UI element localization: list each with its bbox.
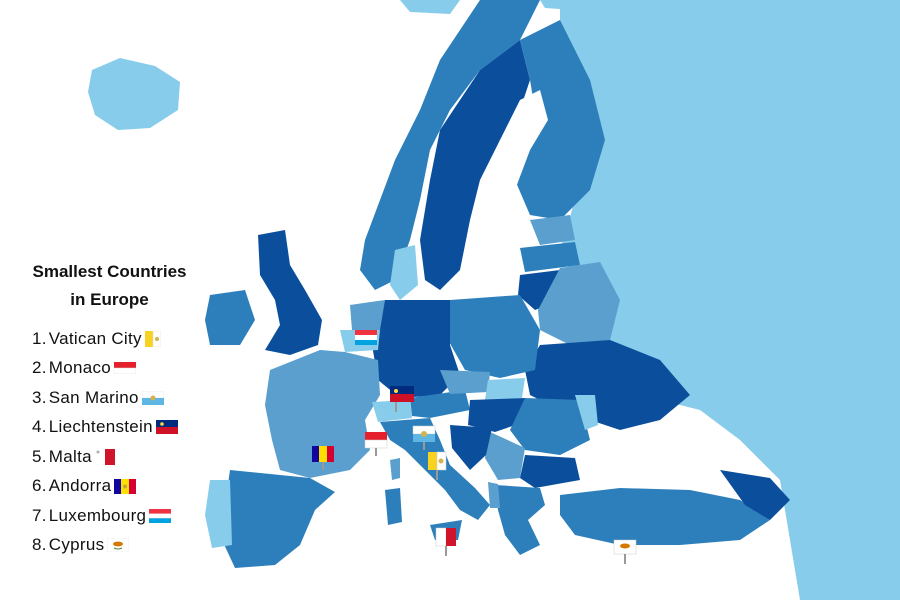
country-iceland (88, 58, 180, 130)
san-marino-flag-icon (141, 390, 164, 405)
legend-rank: 1. (32, 328, 47, 348)
legend-country: Monaco (48, 358, 112, 378)
country-netherlands (350, 300, 385, 330)
legend-item: 6. Andorra (32, 472, 207, 502)
vatican-flag-icon (144, 330, 161, 347)
monaco-flag-icon (114, 362, 137, 375)
map-flag-liechtenstein-icon (390, 386, 414, 412)
country-greece (495, 485, 545, 555)
legend-item: 7. Luxembourg (32, 501, 207, 531)
black-sea (590, 425, 720, 492)
legend-country: Luxembourg (48, 505, 147, 525)
map-flag-monaco-icon (364, 432, 388, 456)
legend-country: Liechtenstein (48, 417, 153, 437)
country-portugal (205, 480, 232, 548)
legend-rank: 6. (32, 476, 47, 496)
country-czechia (440, 370, 490, 394)
legend-country: Malta (48, 446, 92, 466)
arctic-island-2 (400, 0, 460, 14)
cyprus-flag-icon (107, 538, 130, 553)
map-flag-luxembourg-icon (355, 330, 377, 345)
liechtenstein-flag-icon (155, 420, 178, 435)
country-serbia (485, 432, 525, 480)
map-flag-vatican-icon (428, 451, 447, 480)
legend: Smallest Countries in Europe 1. Vatican … (12, 258, 207, 560)
legend-list: 1. Vatican City 2. Monaco 3. San Marino (12, 324, 207, 560)
country-poland (448, 295, 540, 378)
legend-country: Andorra (48, 476, 112, 496)
arctic-island-3 (540, 0, 580, 10)
country-ireland (205, 290, 255, 345)
malta-flag-icon (94, 448, 115, 465)
legend-country: Vatican City (48, 328, 142, 348)
country-denmark (390, 245, 418, 300)
legend-rank: 8. (32, 535, 47, 555)
legend-rank: 4. (32, 417, 47, 437)
legend-rank: 2. (32, 358, 47, 378)
map-flag-cyprus-icon (613, 539, 637, 564)
legend-rank: 7. (32, 505, 47, 525)
country-switzerland (372, 400, 412, 422)
country-spain (222, 470, 335, 568)
country-turkey (560, 488, 770, 545)
map-flag-andorra-icon (312, 446, 334, 470)
legend-item: 3. San Marino (32, 383, 207, 413)
country-latvia (520, 242, 580, 272)
legend-title: Smallest Countries in Europe (12, 258, 207, 314)
legend-country: San Marino (48, 387, 139, 407)
country-belarus (538, 262, 620, 345)
country-russia (560, 0, 900, 600)
country-romania (510, 398, 590, 455)
country-sweden (420, 40, 530, 290)
map-flag-san-marino-icon (412, 425, 436, 450)
country-moldova (575, 395, 598, 430)
legend-item: 5. Malta (32, 442, 207, 472)
luxembourg-flag-icon (149, 508, 172, 523)
legend-item: 8. Cyprus (32, 531, 207, 561)
country-georgia (720, 470, 790, 520)
legend-rank: 5. (32, 446, 47, 466)
country-germany (372, 300, 460, 398)
legend-rank: 3. (32, 387, 47, 407)
island-sardinia (385, 488, 402, 525)
legend-title-line2: in Europe (70, 290, 149, 309)
island-corsica (390, 458, 400, 480)
legend-item: 1. Vatican City (32, 324, 207, 354)
legend-item: 4. Liechtenstein (32, 413, 207, 443)
country-albania (488, 482, 500, 508)
map-flag-malta-icon (435, 527, 456, 556)
andorra-flag-icon (114, 478, 137, 494)
country-united-kingdom (258, 230, 322, 355)
country-finland (515, 20, 605, 220)
gulf-of-bothnia (490, 90, 548, 210)
legend-country: Cyprus (48, 535, 105, 555)
country-croatia (450, 425, 492, 470)
legend-item: 2. Monaco (32, 354, 207, 384)
country-austria (410, 390, 470, 418)
arctic-island (700, 0, 760, 50)
legend-title-line1: Smallest Countries (32, 262, 187, 281)
country-estonia (530, 215, 575, 245)
country-norway (360, 0, 540, 290)
country-bulgaria (520, 455, 580, 488)
country-france (265, 350, 380, 478)
country-slovakia (485, 378, 525, 400)
